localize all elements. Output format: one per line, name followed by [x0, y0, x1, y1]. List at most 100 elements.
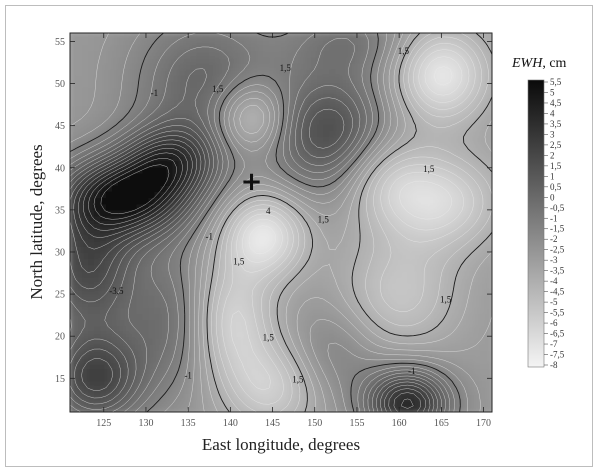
field-cell	[70, 210, 77, 217]
field-cell	[473, 369, 481, 376]
field-cell	[226, 265, 234, 272]
field-cell	[401, 222, 409, 230]
field-cell	[389, 191, 397, 199]
field-cell	[317, 75, 324, 83]
field-cell	[112, 100, 119, 107]
field-cell	[190, 167, 198, 175]
field-cell	[190, 124, 198, 132]
field-cell	[208, 259, 216, 266]
field-cell	[353, 259, 360, 266]
field-cell	[467, 51, 475, 59]
field-cell	[419, 167, 427, 175]
field-cell	[130, 228, 137, 236]
field-cell	[389, 155, 397, 162]
field-cell	[178, 326, 186, 334]
field-cell	[106, 338, 113, 346]
field-cell	[485, 185, 492, 193]
field-cell	[281, 173, 288, 181]
field-cell	[112, 88, 119, 95]
field-cell	[124, 149, 131, 156]
field-cell	[419, 405, 427, 412]
field-cell	[160, 100, 168, 107]
field-cell	[82, 136, 89, 144]
field-cell	[281, 301, 288, 309]
field-cell	[226, 155, 234, 162]
field-cell	[232, 88, 240, 95]
field-cell	[88, 222, 95, 230]
field-cell	[220, 63, 228, 71]
field-cell	[383, 149, 391, 156]
field-cell	[214, 259, 222, 266]
field-cell	[359, 124, 366, 132]
field-cell	[413, 295, 421, 303]
field-cell	[377, 332, 385, 340]
field-cell	[256, 405, 264, 412]
field-cell	[232, 161, 240, 169]
field-cell	[467, 179, 475, 187]
field-cell	[232, 100, 240, 107]
field-cell	[341, 106, 348, 114]
field-cell	[274, 259, 282, 266]
field-cell	[407, 240, 415, 248]
field-cell	[287, 228, 294, 236]
field-cell	[172, 405, 180, 412]
field-cell	[166, 222, 174, 230]
field-cell	[353, 332, 360, 340]
field-cell	[323, 393, 330, 401]
field-cell	[244, 234, 252, 242]
field-cell	[244, 338, 252, 346]
field-cell	[317, 338, 324, 346]
field-cell	[262, 88, 270, 95]
field-cell	[130, 265, 137, 272]
field-cell	[287, 301, 294, 309]
field-cell	[106, 369, 113, 376]
field-cell	[274, 289, 282, 297]
field-cell	[389, 45, 397, 52]
field-cell	[256, 112, 264, 120]
field-cell	[389, 81, 397, 89]
field-cell	[377, 167, 385, 175]
field-cell	[347, 179, 354, 187]
field-cell	[274, 356, 282, 364]
field-cell	[268, 143, 276, 150]
field-cell	[359, 283, 366, 291]
field-cell	[88, 253, 95, 260]
field-cell	[184, 399, 192, 407]
field-cell	[196, 198, 204, 205]
field-cell	[485, 198, 492, 205]
field-cell	[311, 57, 318, 65]
field-cell	[208, 173, 216, 181]
field-cell	[274, 338, 282, 346]
field-cell	[473, 57, 481, 65]
field-cell	[407, 363, 415, 370]
field-cell	[401, 94, 409, 101]
field-cell	[347, 228, 354, 236]
field-cell	[88, 173, 95, 181]
field-cell	[202, 112, 210, 120]
field-cell	[268, 283, 276, 291]
field-cell	[389, 363, 397, 370]
field-cell	[208, 155, 216, 162]
field-cell	[256, 375, 264, 383]
field-cell	[407, 271, 415, 279]
field-cell	[293, 277, 300, 285]
field-cell	[467, 167, 475, 175]
field-cell	[401, 45, 409, 52]
field-cell	[461, 308, 469, 315]
field-cell	[82, 308, 89, 315]
field-cell	[232, 399, 240, 407]
field-cell	[425, 320, 433, 328]
field-cell	[220, 320, 228, 328]
field-cell	[299, 39, 306, 46]
field-cell	[305, 240, 312, 248]
field-cell	[389, 143, 397, 150]
y-axis-title: North latitude, degrees	[27, 144, 46, 299]
field-cell	[377, 100, 385, 107]
field-cell	[431, 393, 439, 401]
field-cell	[329, 88, 336, 95]
field-cell	[353, 191, 360, 199]
field-cell	[365, 100, 373, 107]
x-tick-label: 165	[434, 418, 449, 429]
field-cell	[311, 332, 318, 340]
contour-labels: -1 1,51,51,51,5-11,541,5-3,51,5-1 1,51,5-1	[109, 46, 451, 384]
